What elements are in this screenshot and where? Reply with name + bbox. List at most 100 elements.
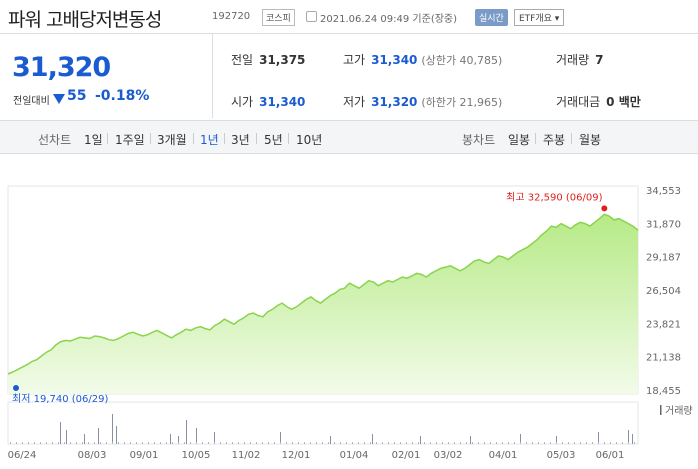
volume-bar <box>420 436 421 444</box>
volume-bar <box>556 436 557 444</box>
x-tick-label: 05/03 <box>547 450 576 461</box>
x-tick-label: 06/24 <box>8 450 37 461</box>
candle-weekly[interactable]: 주봉 <box>543 133 566 147</box>
volume-bar <box>196 428 197 444</box>
separator <box>535 133 536 144</box>
period-3y[interactable]: 3년 <box>231 133 250 147</box>
volume-bar <box>352 442 353 444</box>
trade-amount: 거래대금 0 백만 <box>556 95 641 109</box>
volume-bar <box>634 442 635 444</box>
x-tick-label: 01/04 <box>340 450 369 461</box>
period-1y[interactable]: 1년 <box>200 133 219 147</box>
period-bar: 선차트 1일 1주일 3개월 1년 3년 5년 10년 봉차트 일봉 주봉 월봉 <box>0 120 698 154</box>
volume-bar <box>580 442 581 444</box>
volume-bar <box>214 442 215 444</box>
volume-bar <box>172 442 173 444</box>
y-tick-label: 21,138 <box>646 353 681 364</box>
volume-bar <box>262 442 263 444</box>
volume-bar <box>34 442 35 444</box>
x-tick-label: 08/03 <box>78 450 107 461</box>
volume-bar <box>124 442 125 444</box>
volume-bar <box>220 442 221 444</box>
period-10y[interactable]: 10년 <box>296 133 323 147</box>
x-tick-label: 03/02 <box>434 450 463 461</box>
low-price: 저가 31,320 (하한가 21,965) <box>343 95 503 109</box>
x-tick-label: 10/05 <box>182 450 211 461</box>
volume-bar <box>214 432 215 444</box>
etf-overview-dropdown[interactable]: ETF개요 ▾ <box>514 9 565 26</box>
realtime-button[interactable]: 실시간 <box>475 9 508 26</box>
x-tick-label: 06/01 <box>596 450 625 461</box>
x-tick-label: 12/01 <box>282 450 311 461</box>
volume-bar <box>280 432 281 444</box>
volume-bar <box>364 442 365 444</box>
volume-bar <box>418 442 419 444</box>
stock-code: 192720 <box>212 11 251 22</box>
volume-bar <box>250 442 251 444</box>
volume-bar <box>470 436 471 444</box>
volume-bar <box>298 442 299 444</box>
x-tick-label: 02/01 <box>392 450 421 461</box>
x-tick-label: 09/01 <box>130 450 159 461</box>
period-1d[interactable]: 1일 <box>84 133 103 147</box>
x-tick-label: 11/02 <box>232 450 261 461</box>
separator <box>224 133 225 144</box>
volume-bar <box>196 442 197 444</box>
volume-bar <box>574 442 575 444</box>
volume-bar <box>436 442 437 444</box>
period-3m[interactable]: 3개월 <box>157 133 187 147</box>
volume-bar <box>274 442 275 444</box>
volume-bar <box>136 442 137 444</box>
volume-bar <box>66 430 67 444</box>
candle-monthly[interactable]: 월봉 <box>579 133 602 147</box>
volume-bar <box>472 442 473 444</box>
y-tick-label: 18,455 <box>646 386 681 397</box>
y-tick-label: 29,187 <box>646 253 681 264</box>
volume-bar <box>526 442 527 444</box>
volume-bar <box>244 442 245 444</box>
volume-bar <box>406 442 407 444</box>
volume-bar <box>430 442 431 444</box>
volume-bar <box>520 442 521 444</box>
volume-bar <box>208 442 209 444</box>
high-marker <box>601 205 608 212</box>
volume-bar <box>142 442 143 444</box>
volume-legend-mark <box>660 405 662 415</box>
volume-bar <box>330 436 331 444</box>
period-1w[interactable]: 1주일 <box>115 133 145 147</box>
volume-bar <box>372 434 373 444</box>
volume-bar <box>58 442 59 444</box>
volume-bar <box>346 442 347 444</box>
volume-bar <box>10 442 11 444</box>
volume-bar <box>154 442 155 444</box>
separator <box>571 133 572 144</box>
volume-bar <box>358 442 359 444</box>
volume-bar <box>598 432 599 444</box>
volume-bar <box>412 442 413 444</box>
high-annotation: 최고 32,590 (06/09) <box>506 191 602 203</box>
volume-bar <box>16 442 17 444</box>
volume-bar <box>98 428 99 444</box>
volume-bar <box>82 442 83 444</box>
volume-bar <box>370 442 371 444</box>
y-tick-label: 23,821 <box>646 319 681 330</box>
volume-bar <box>46 442 47 444</box>
period-5y[interactable]: 5년 <box>264 133 283 147</box>
volume-bar <box>322 442 323 444</box>
volume-bar <box>40 442 41 444</box>
volume-bar <box>60 422 61 444</box>
volume-bar <box>238 442 239 444</box>
volume-bar <box>280 442 281 444</box>
volume-bar <box>628 442 629 444</box>
down-arrow-icon <box>53 94 65 104</box>
separator <box>107 133 108 144</box>
current-price: 31,320 <box>12 52 111 83</box>
volume-label: 거래량 <box>665 405 693 417</box>
volume-bar <box>52 442 53 444</box>
volume-bar <box>598 442 599 444</box>
price-line <box>7 213 639 375</box>
volume-bar <box>184 442 185 444</box>
volume-bar <box>28 442 29 444</box>
candle-daily[interactable]: 일봉 <box>508 133 531 147</box>
open-price: 시가 31,340 <box>231 95 306 109</box>
